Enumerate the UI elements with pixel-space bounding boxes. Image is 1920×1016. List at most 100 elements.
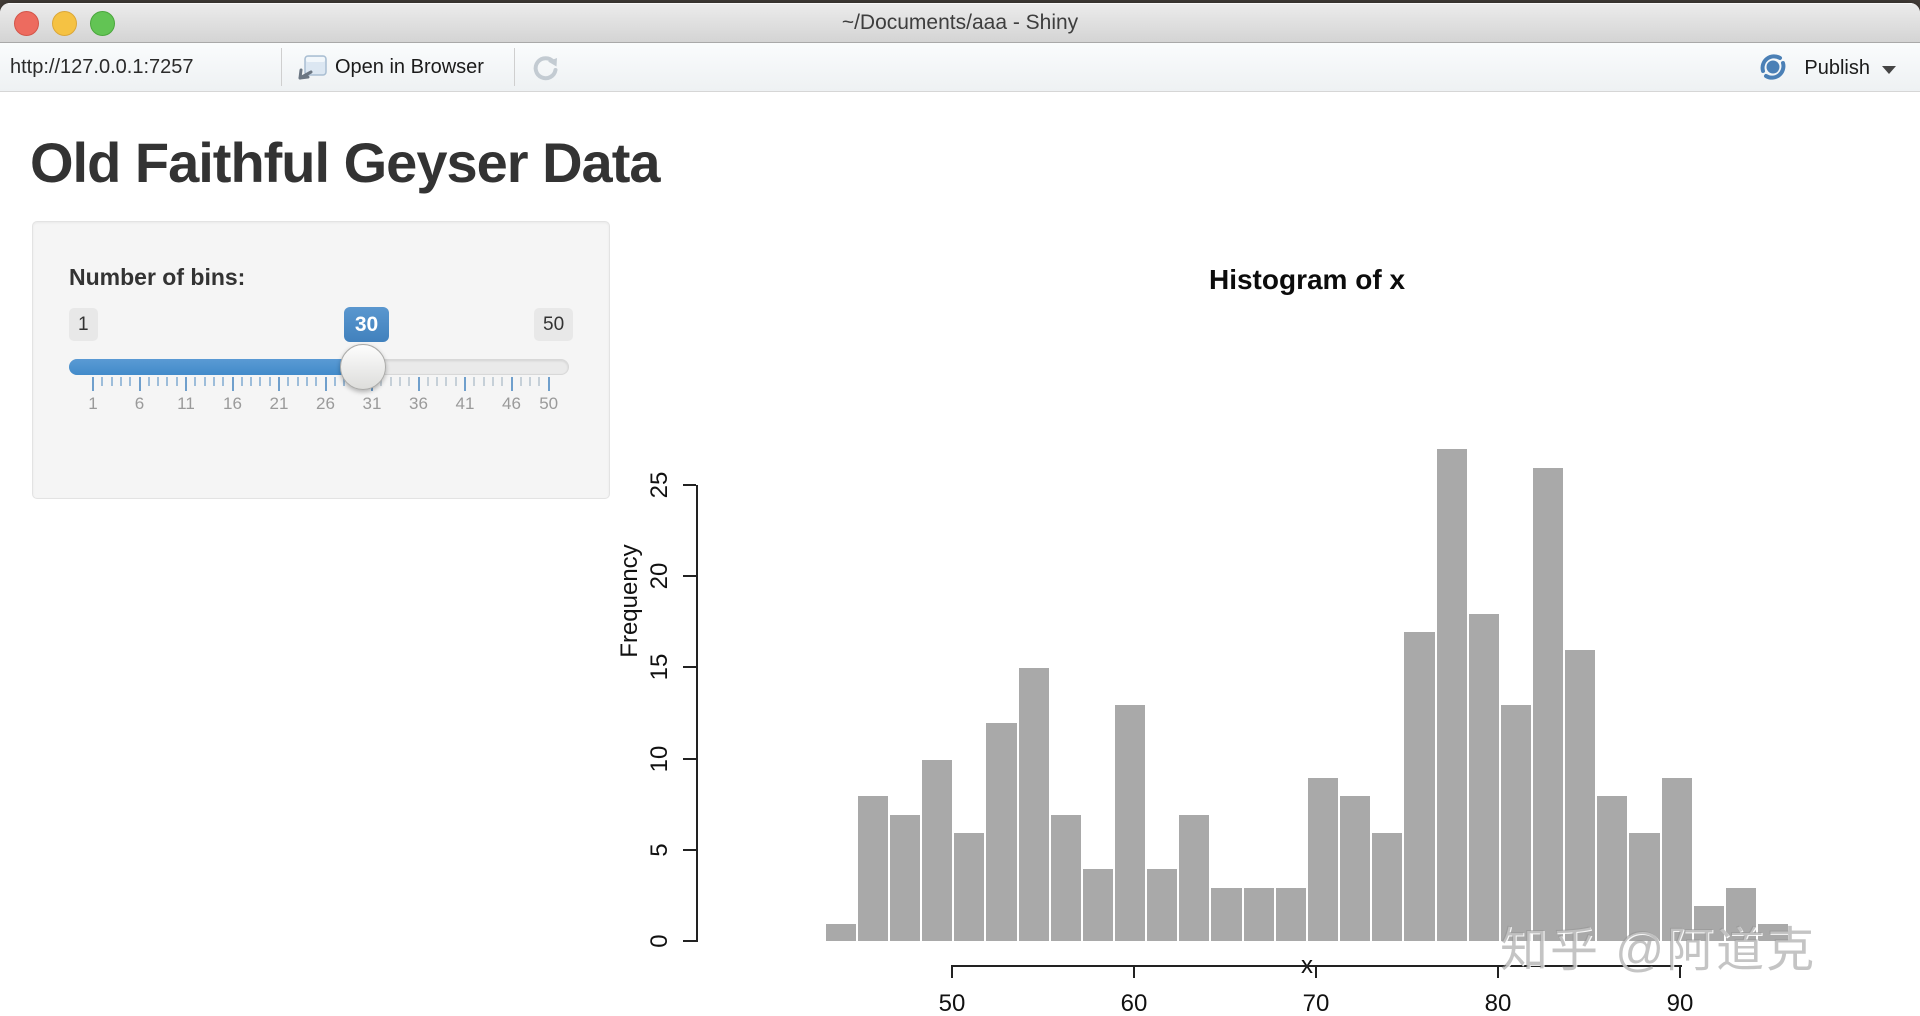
x-axis-tick <box>1497 965 1499 978</box>
title-bar: ~/Documents/aaa - Shiny <box>0 3 1920 43</box>
slider-grid-number: 21 <box>269 394 289 413</box>
y-axis-line <box>696 485 698 942</box>
x-axis-tick <box>1133 965 1135 978</box>
histogram-bar <box>1371 831 1404 942</box>
y-axis-tick <box>683 484 696 486</box>
histogram-bar <box>1178 813 1211 942</box>
slider-tick <box>398 377 401 386</box>
y-axis-tick <box>683 849 696 851</box>
y-axis-tick <box>683 758 696 760</box>
close-button[interactable] <box>14 11 39 36</box>
slider-fill-bar <box>69 359 363 375</box>
slider-tick <box>547 377 550 391</box>
slider-tick <box>240 377 243 386</box>
slider-tick <box>92 377 94 391</box>
histogram-bar <box>1467 612 1500 942</box>
x-axis-line <box>952 965 1682 967</box>
toolbar-separator <box>514 48 515 86</box>
slider-tick <box>231 377 234 391</box>
x-axis-tick <box>951 965 953 978</box>
publish-dropdown-caret[interactable] <box>1882 66 1896 74</box>
refresh-icon <box>528 56 562 87</box>
histogram-bar <box>1210 886 1243 942</box>
histogram-bar <box>1532 466 1565 942</box>
histogram-bar <box>1274 886 1307 942</box>
y-axis-tick <box>683 940 696 942</box>
sidebar-panel: Number of bins: 1 50 30 1 6 11 16 21 26 31 36 41… <box>32 221 610 499</box>
histogram-bar <box>1114 703 1147 942</box>
slider-tick <box>529 377 532 386</box>
slider-min-badge: 1 <box>69 308 98 341</box>
histogram-bar <box>1724 886 1758 942</box>
y-axis-tick <box>683 575 696 577</box>
slider-tick <box>101 377 104 386</box>
x-axis-tick <box>1315 965 1317 978</box>
window-title: ~/Documents/aaa - Shiny <box>841 11 1079 34</box>
slider-grid-number: 11 <box>177 394 195 413</box>
slider-tick <box>147 377 150 386</box>
publish-label: Publish <box>1804 57 1870 79</box>
histogram-bar <box>921 758 954 942</box>
slider-handle[interactable] <box>340 344 386 390</box>
histogram-bar <box>1628 831 1661 942</box>
slider-grid-number: 16 <box>223 394 242 413</box>
toolbar: http://127.0.0.1:7257 Open in Browser <box>0 43 1920 92</box>
slider-tick <box>445 377 448 386</box>
y-axis-tick-label: 15 <box>646 653 673 681</box>
refresh-button[interactable] <box>528 53 562 83</box>
shiny-app-content: Old Faithful Geyser Data Number of bins:… <box>0 92 1920 1016</box>
histogram-bar <box>953 831 986 942</box>
histogram-plot: Histogram of x Frequency x 0 5 10 15 20 25 50 6… <box>0 92 1920 1016</box>
histogram-bar <box>985 722 1018 942</box>
histogram-bar <box>1017 667 1050 942</box>
bins-slider-label: Number of bins: <box>69 264 246 290</box>
histogram-bar <box>888 813 922 942</box>
slider-tick <box>464 377 466 391</box>
watermark: 知乎 @阿道克 <box>1500 924 1817 977</box>
minimize-button[interactable] <box>52 11 77 36</box>
slider-tick <box>324 377 327 391</box>
slider-tick <box>119 377 122 386</box>
slider-tick <box>268 377 271 386</box>
histogram-bar <box>824 923 857 942</box>
app-url: http://127.0.0.1:7257 <box>10 56 194 78</box>
slider-tick <box>185 377 187 391</box>
slider-tick <box>408 377 411 386</box>
x-axis-tick-label: 50 <box>938 990 966 1016</box>
histogram-bar <box>1049 813 1082 942</box>
y-axis-tick-label: 10 <box>646 745 673 773</box>
slider-value-badge: 30 <box>344 307 389 342</box>
histogram-bar <box>1660 777 1693 942</box>
y-axis-tick-label: 5 <box>646 843 673 857</box>
slider-tick <box>538 377 541 386</box>
slider-grid-number: 6 <box>134 394 145 413</box>
y-axis-tick <box>683 666 696 668</box>
slider-tick <box>278 377 280 391</box>
slider-tick <box>454 377 457 386</box>
x-axis-tick-label: 70 <box>1302 990 1330 1016</box>
slider-tick <box>194 377 197 386</box>
slider-tick <box>250 377 253 386</box>
slider-tick <box>417 377 420 391</box>
slider-tick <box>426 377 429 386</box>
x-axis-tick-label: 80 <box>1484 990 1512 1016</box>
slider-tick <box>315 377 318 386</box>
histogram-bar <box>856 795 889 942</box>
slider-grid-number: 26 <box>316 394 335 413</box>
slider-tick <box>296 377 299 386</box>
y-axis-tick-label: 20 <box>646 562 673 590</box>
slider-tick <box>491 377 494 386</box>
y-axis-title: Frequency <box>616 544 643 658</box>
histogram-bar <box>1339 795 1372 942</box>
slider-tick <box>212 377 215 386</box>
histogram-bar <box>1499 703 1532 942</box>
slider-tick <box>259 377 262 386</box>
histogram-bar <box>1146 868 1179 942</box>
histogram-bar <box>1081 868 1114 942</box>
x-axis-tick-label: 60 <box>1120 990 1148 1016</box>
slider-tick <box>138 377 141 391</box>
zoom-button[interactable] <box>90 11 115 36</box>
slider-tick <box>501 377 504 386</box>
slider-tick <box>482 377 485 386</box>
histogram-bar <box>1596 795 1629 942</box>
